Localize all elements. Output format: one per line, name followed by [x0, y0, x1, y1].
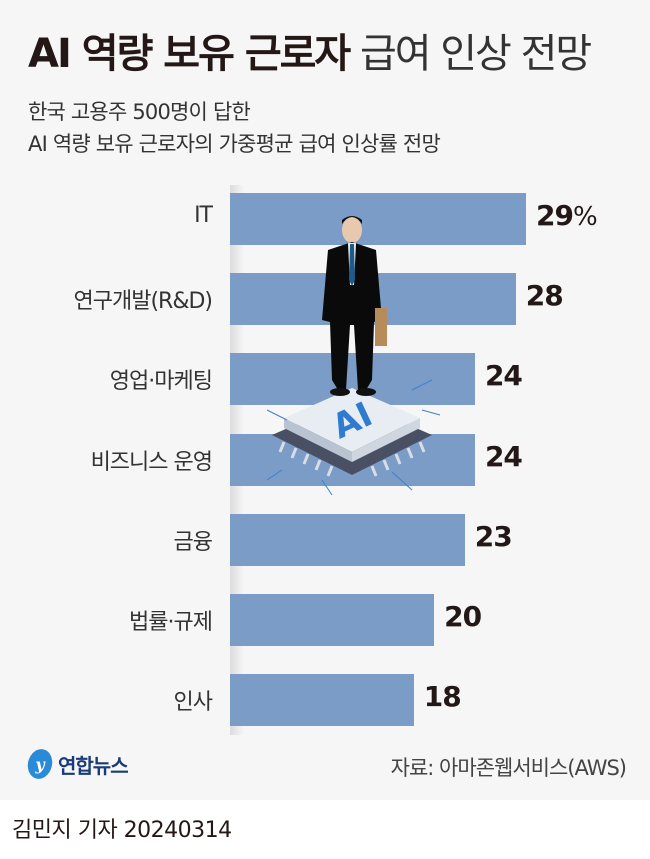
value-label: 24: [484, 439, 523, 473]
source-note: 자료: 아마존웹서비스(AWS): [390, 756, 627, 780]
value-label: 28: [525, 279, 564, 313]
unit-label: %: [572, 202, 598, 232]
logo-text: 연합뉴스: [58, 753, 129, 778]
category-label: 영업·마케팅: [109, 369, 213, 395]
bar: [230, 513, 465, 566]
svg-text:y: y: [34, 755, 46, 774]
value-label: 18: [423, 680, 462, 714]
bar: [230, 594, 435, 646]
subtitle-line-2: AI 역량 보유 근로자의 가중평균 급여 인상률 전망: [28, 132, 441, 156]
value-label: 29%: [536, 199, 598, 232]
yonhap-globe-icon: y: [27, 749, 53, 779]
category-label: 비즈니스 운영: [90, 449, 213, 475]
category-label: IT: [194, 203, 213, 228]
category-label: 금융: [173, 529, 213, 555]
yonhap-logo: y 연합뉴스: [26, 748, 129, 780]
businessman-on-ai-chip-illustration: AI: [266, 216, 441, 496]
bar: [230, 193, 526, 245]
subtitle: 한국 고용주 500명이 답한 AI 역량 보유 근로자의 가중평균 급여 인상…: [28, 96, 441, 160]
category-label: 인사: [173, 690, 213, 716]
title-bold: AI 역량 보유 근로자: [28, 31, 351, 77]
subtitle-line-1: 한국 고용주 500명이 답한: [28, 100, 251, 124]
title-light: 급여 인상 전망: [359, 31, 592, 77]
value-label: 23: [474, 519, 513, 553]
value-label: 20: [444, 600, 482, 633]
value-label: 24: [484, 359, 523, 393]
byline: 김민지 기자 20240314: [12, 818, 232, 843]
category-label: 연구개발(R&D): [73, 289, 213, 315]
page-title: AI 역량 보유 근로자 급여 인상 전망: [28, 30, 592, 78]
bar: [230, 674, 414, 727]
category-label: 법률·규제: [129, 610, 213, 635]
